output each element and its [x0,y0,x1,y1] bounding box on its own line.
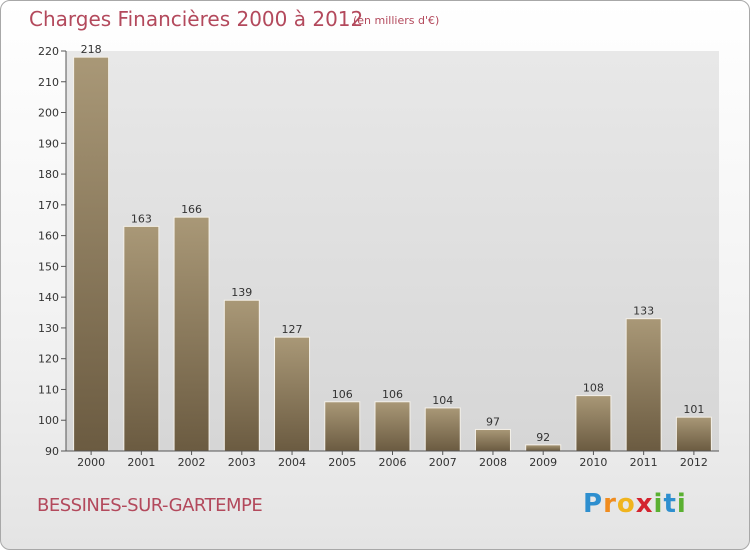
y-tick-label-150: 150 [38,260,59,273]
axes-group: 2000 2001 2002 2003 2004 2005 2006 2007 2008 2009… [38,45,719,469]
y-tick-label-190: 190 [38,137,59,150]
y-tick-label-220: 220 [38,45,59,58]
x-tick-label-2002: 2002 [178,456,206,469]
bar-2005 [324,401,361,452]
data-label-2010: 108 [583,382,604,395]
x-tick-label-2004: 2004 [278,456,306,469]
x-tick-label-2001: 2001 [127,456,155,469]
y-tick-label-140: 140 [38,291,59,304]
data-label-2008: 97 [486,415,500,428]
logo-letter: i [676,489,687,519]
y-tick-label-120: 120 [38,353,59,366]
data-label-2007: 104 [432,394,453,407]
data-label-2004: 127 [282,323,303,336]
bar-2012 [675,416,712,452]
logo-letter: x [635,489,654,519]
data-label-2009: 92 [536,431,550,444]
x-tick-label-2009: 2009 [529,456,557,469]
bar-2002 [173,216,210,452]
y-tick-label-90: 90 [45,445,59,458]
data-label-2012: 101 [683,403,704,416]
chart-subtitle: (en milliers d'€) [353,14,440,27]
data-label-2000: 218 [81,43,102,56]
bar-2001 [123,225,160,452]
commune-name: BESSINES-SUR-GARTEMPE [37,495,263,516]
data-label-2002: 166 [181,203,202,216]
x-tick-label-2005: 2005 [328,456,356,469]
data-label-2001: 163 [131,212,152,225]
bars-group: 218 163 166 139 127 106 106 104 97 92 108 133 101 [73,43,712,452]
logo-letter: i [653,489,664,519]
bar-2000 [73,56,110,452]
bar-2008 [474,428,511,452]
logo-letter: r [603,489,617,519]
bar-2009 [525,444,562,452]
data-label-2003: 139 [231,286,252,299]
y-tick-label-170: 170 [38,199,59,212]
x-tick-label-2008: 2008 [479,456,507,469]
x-tick-label-2006: 2006 [379,456,407,469]
chart-title: Charges Financières 2000 à 2012 [29,7,364,31]
y-tick-label-130: 130 [38,322,59,335]
x-tick-label-2003: 2003 [228,456,256,469]
bar-2006 [374,401,411,452]
data-label-2011: 133 [633,305,654,318]
x-tick-label-2012: 2012 [680,456,708,469]
logo-letter: P [583,489,604,519]
bar-2007 [424,407,461,452]
data-label-2006: 106 [382,388,403,401]
y-tick-label-110: 110 [38,383,59,396]
bar-2011 [625,318,662,452]
x-tick-label-2007: 2007 [429,456,457,469]
bar-2003 [223,299,260,452]
y-tick-label-210: 210 [38,76,59,89]
y-tick-label-160: 160 [38,230,59,243]
proxiti-logo: Proxiti [583,489,687,519]
bar-2004 [274,336,311,452]
y-tick-label-180: 180 [38,168,59,181]
y-tick-label-100: 100 [38,414,59,427]
bar-2010 [575,395,612,452]
x-tick-label-2011: 2011 [630,456,658,469]
y-tick-label-200: 200 [38,107,59,120]
data-label-2005: 106 [332,388,353,401]
x-tick-label-2010: 2010 [579,456,607,469]
logo-letter: o [616,489,636,519]
logo-letter: t [663,489,677,519]
x-tick-label-2000: 2000 [77,456,105,469]
